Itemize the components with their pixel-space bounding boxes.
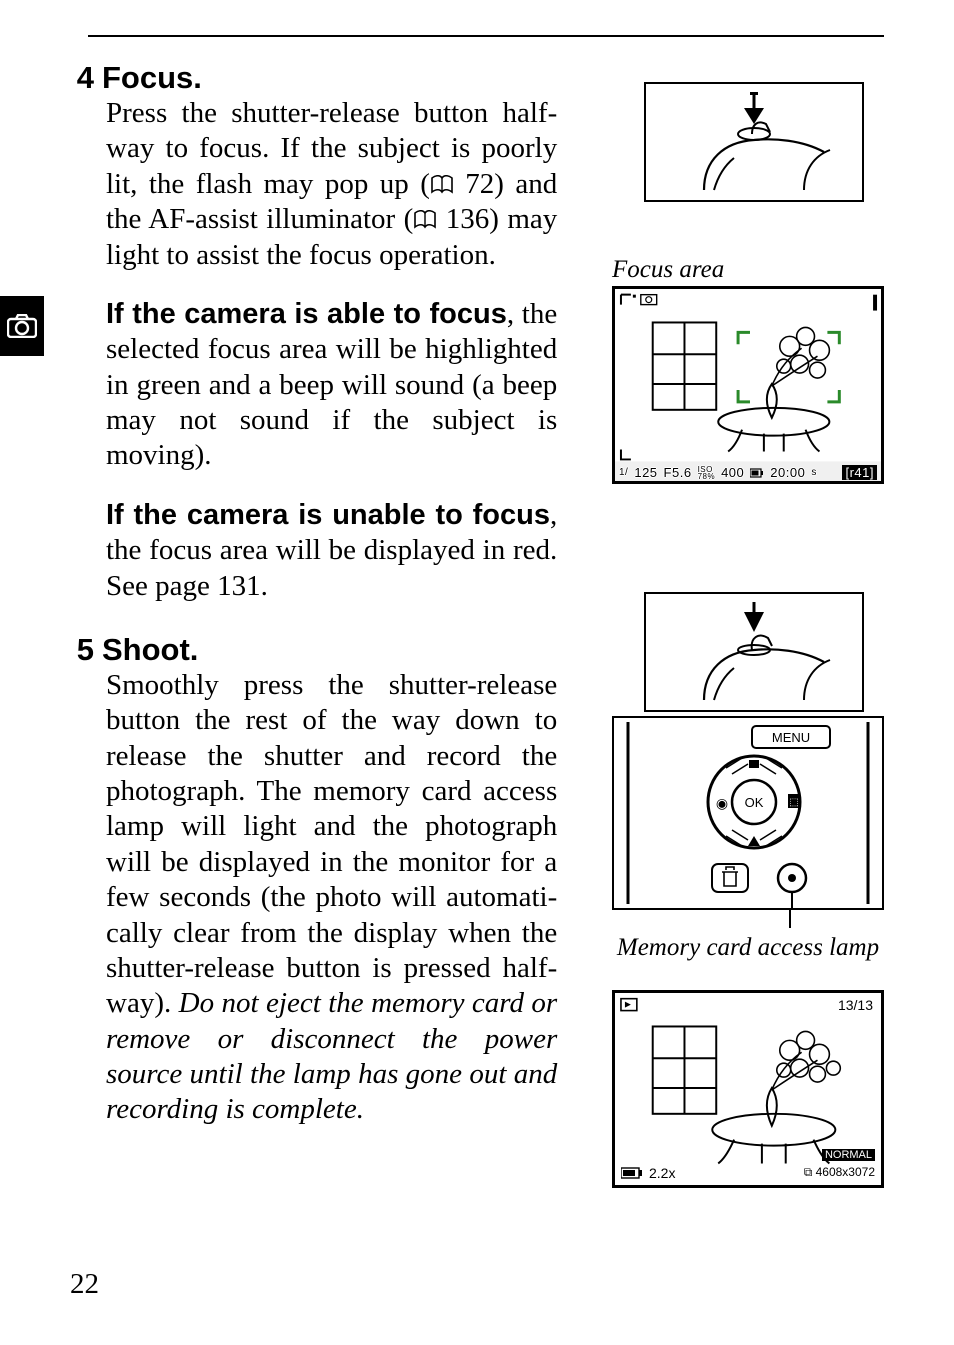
step-4-number: 4 xyxy=(70,60,94,96)
emphasis: If the camera is unable to focus xyxy=(106,499,550,531)
full-press-illustration xyxy=(654,600,854,704)
figure-playback: 13/13 2.2x NORMAL ⧉ 4608x3072 xyxy=(612,990,884,1188)
manual-page: 4 Focus. Press the shutter-release butto… xyxy=(0,0,954,1345)
playback-size: 4608x3072 xyxy=(816,1165,875,1179)
step-4-title: Focus. xyxy=(102,60,202,96)
page-ref-icon xyxy=(413,210,437,230)
figure-memory-lamp: MENU OK ◉ ⬚ xyxy=(612,716,884,962)
playback-count: 13/13 xyxy=(838,997,873,1013)
leader-line xyxy=(612,910,884,934)
section-tab xyxy=(0,296,44,356)
battery-icon xyxy=(750,468,764,478)
figure-half-press xyxy=(644,82,864,202)
playback-screen: 13/13 2.2x NORMAL ⧉ 4608x3072 xyxy=(612,990,884,1188)
step-4-para-3: If the camera is unable to focus, the fo… xyxy=(106,498,557,604)
playback-zoom: 2.2x xyxy=(649,1165,675,1181)
lcd-status-bar: 1/125 F5.6 ISO78%400 20:00s [r41] xyxy=(619,465,877,480)
page-ref-icon xyxy=(430,175,454,195)
lcd-illustration xyxy=(615,288,881,482)
page-number: 22 xyxy=(70,1268,99,1301)
figure-box xyxy=(644,592,864,712)
emphasis: If the camera is able to focus xyxy=(106,298,507,330)
lcd-shots: 41 xyxy=(854,465,869,480)
memory-lamp-caption: Memory card access lamp xyxy=(612,934,884,962)
playback-bottom-right: NORMAL ⧉ 4608x3072 xyxy=(804,1145,875,1181)
step-4-para-1: Press the shutter-release button half­wa… xyxy=(106,96,557,273)
text: Smoothly press the shutter-release butto… xyxy=(106,669,557,1019)
svg-text:◉: ◉ xyxy=(716,795,728,811)
half-press-illustration xyxy=(654,90,854,194)
focus-area-caption: Focus area xyxy=(612,256,884,284)
camera-body-illustration: MENU OK ◉ ⬚ xyxy=(614,718,882,908)
step-4-para-2: If the camera is able to focus, the sele… xyxy=(106,297,557,474)
svg-text:MENU: MENU xyxy=(772,730,810,745)
battery-icon xyxy=(621,1167,643,1179)
lcd-time: 20:00 xyxy=(770,465,805,480)
lcd-shutter: 125 xyxy=(634,465,657,480)
svg-text:⬚: ⬚ xyxy=(789,797,798,808)
svg-text:OK: OK xyxy=(745,795,764,810)
step-5-title: Shoot. xyxy=(102,632,198,668)
figure-box: MENU OK ◉ ⬚ xyxy=(612,716,884,910)
step-5-number: 5 xyxy=(70,632,94,668)
step-5-para: Smoothly press the shutter-release butto… xyxy=(106,668,557,1128)
figure-box xyxy=(644,82,864,202)
top-rule xyxy=(88,35,884,37)
playback-quality: NORMAL xyxy=(822,1149,875,1161)
lcd-aperture: F5.6 xyxy=(664,465,692,480)
camera-icon xyxy=(7,314,37,338)
figure-focus-area: Focus area xyxy=(612,256,884,484)
lcd-iso: 400 xyxy=(721,465,744,480)
lcd-screen: 1/125 F5.6 ISO78%400 20:00s [r41] xyxy=(612,286,884,484)
playback-bottom-left: 2.2x xyxy=(621,1165,675,1181)
figure-full-press xyxy=(644,592,864,712)
